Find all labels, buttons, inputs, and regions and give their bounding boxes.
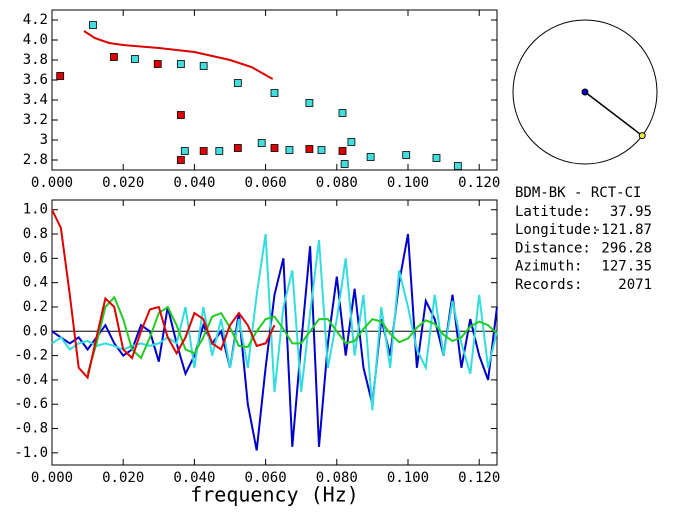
data-point: [338, 109, 347, 117]
data-point: [233, 144, 242, 152]
data-point: [305, 99, 314, 107]
y-tick-label: -0.8: [14, 421, 48, 437]
info-label: Distance:: [515, 240, 591, 256]
data-point: [199, 147, 208, 155]
y-tick-label: -0.6: [14, 396, 48, 412]
data-line: [51, 233, 498, 411]
data-point: [215, 147, 224, 155]
info-label: Azimuth:: [515, 259, 582, 275]
y-tick-label: 3: [40, 132, 48, 148]
y-tick-label: 4.0: [23, 32, 48, 48]
plot-frame: [51, 9, 498, 171]
data-point: [402, 151, 411, 159]
data-line: [51, 209, 276, 380]
data-point: [270, 144, 279, 152]
y-tick-label: 3.2: [23, 112, 48, 128]
info-value: 296.28: [601, 240, 652, 256]
x-tick-label: 0.060: [245, 175, 287, 191]
data-point: [366, 153, 375, 161]
info-value: -121.87: [593, 222, 652, 238]
data-point: [338, 147, 347, 155]
y-tick-label: -0.2: [14, 348, 48, 364]
y-tick-label: 3.8: [23, 52, 48, 68]
data-point: [305, 145, 314, 153]
y-tick-label: 0.8: [23, 226, 48, 242]
y-tick-label: 0.0: [23, 323, 48, 339]
y-tick-label: 0.6: [23, 250, 48, 266]
station-dot: [581, 88, 589, 96]
y-tick-label: 0.2: [23, 299, 48, 315]
info-value: 127.35: [601, 259, 652, 275]
data-point: [317, 146, 326, 154]
x-tick-label: 0.100: [387, 470, 429, 486]
data-point: [153, 60, 162, 68]
data-point: [340, 160, 349, 168]
data-point: [233, 79, 242, 87]
data-point: [56, 72, 65, 80]
data-point: [257, 139, 266, 147]
x-tick-label: 0.060: [245, 470, 287, 486]
y-tick-label: 3.4: [23, 92, 48, 108]
station-pair: BDM-BK - RCT-CI: [515, 185, 641, 201]
y-tick-label: 4.2: [23, 12, 48, 28]
x-tick-label: 0.000: [31, 175, 73, 191]
info-label: Latitude:: [515, 204, 591, 220]
data-point: [180, 147, 189, 155]
data-point: [89, 21, 97, 29]
x-tick-label: 0.080: [316, 470, 358, 486]
data-point: [176, 60, 185, 68]
x-tick-label: 0.040: [173, 175, 215, 191]
compass: [512, 19, 658, 165]
x-axis-label: frequency (Hz): [190, 483, 359, 507]
data-point: [347, 138, 356, 146]
data-point: [110, 53, 118, 61]
data-point: [199, 62, 208, 70]
x-tick-label: 0.080: [316, 175, 358, 191]
y-tick-label: -1.0: [14, 445, 48, 461]
data-point: [285, 146, 294, 154]
info-label: Longitude:: [515, 222, 599, 238]
x-tick-label: 0.100: [387, 175, 429, 191]
x-tick-label: 0.120: [458, 470, 500, 486]
x-tick-label: 0.040: [173, 470, 215, 486]
source-dot: [638, 132, 646, 140]
info-label: Records:: [515, 277, 582, 293]
y-tick-label: 2.8: [23, 152, 48, 168]
data-point: [176, 156, 185, 164]
x-tick-label: 0.000: [31, 470, 73, 486]
x-tick-label: 0.020: [102, 175, 144, 191]
y-tick-label: 0.4: [23, 275, 48, 291]
data-line: [86, 295, 498, 375]
y-tick-label: 3.6: [23, 72, 48, 88]
azimuth-line: [584, 91, 643, 137]
data-point: [453, 162, 462, 170]
info-value: 2071: [618, 277, 652, 293]
y-tick-label: 1.0: [23, 202, 48, 218]
data-point: [131, 55, 139, 63]
x-tick-label: 0.020: [102, 470, 144, 486]
data-line: [83, 30, 274, 80]
info-value: 37.95: [610, 204, 652, 220]
y-tick-label: -0.4: [14, 372, 48, 388]
data-point: [176, 111, 185, 119]
x-tick-label: 0.120: [458, 175, 500, 191]
data-point: [432, 154, 441, 162]
data-point: [270, 89, 279, 97]
